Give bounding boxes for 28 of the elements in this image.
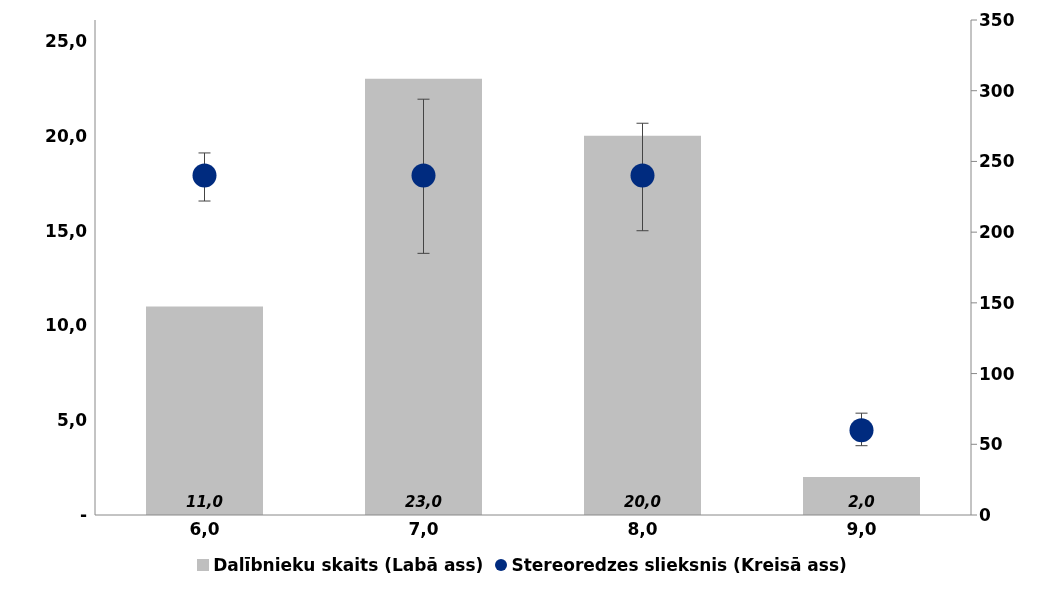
y2-tick-label: 300 (979, 80, 1015, 101)
y2-tick-label: 150 (979, 292, 1015, 313)
y2-tick-label: 50 (979, 434, 1003, 455)
x-tick-label: 6,0 (189, 519, 220, 540)
legend-label: Dalībnieku skaits (Labā ass) (212, 555, 484, 575)
y2-tick-label: 350 (979, 10, 1015, 31)
bar (146, 306, 263, 515)
y-tick-label: 10,0 (45, 315, 88, 336)
y-tick-label: 5,0 (56, 410, 88, 431)
y2-tick-label: 200 (979, 222, 1015, 243)
data-label: 23,0 (404, 493, 443, 511)
data-label: 11,0 (185, 493, 224, 511)
y-tick-label: 25,0 (45, 30, 88, 51)
y2-tick-label: 100 (979, 363, 1015, 384)
bar (803, 477, 920, 515)
y2-tick-label: 250 (979, 151, 1015, 172)
y2-tick-label: 0 (979, 505, 991, 526)
data-label: 2,0 (848, 493, 875, 511)
y-tick-label: - (79, 505, 87, 526)
legend-label: Stereoredzes slieksnis (Kreisā ass) (510, 555, 847, 575)
x-tick-label: 7,0 (408, 519, 439, 540)
bar (365, 78, 482, 515)
x-tick-label: 9,0 (846, 519, 877, 540)
bar (584, 135, 701, 515)
y-tick-label: 20,0 (45, 125, 88, 146)
data-label: 20,0 (623, 493, 662, 511)
y-tick-label: 15,0 (45, 220, 88, 241)
x-tick-label: 8,0 (627, 519, 658, 540)
